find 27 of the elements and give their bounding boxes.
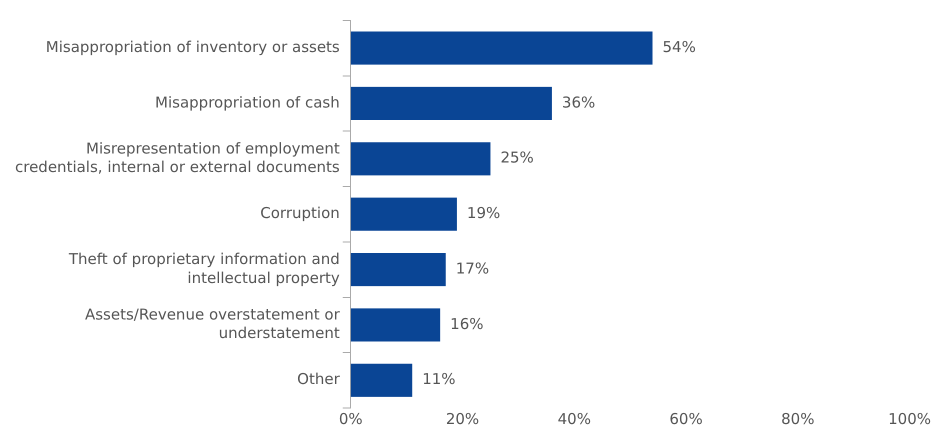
- bar: [350, 31, 653, 65]
- y-tick-label: Other: [297, 370, 341, 388]
- y-tick-label: Misappropriation of cash: [155, 93, 340, 112]
- x-tick-label: 100%: [888, 410, 932, 428]
- data-label: 36%: [562, 93, 596, 112]
- x-tick-label: 80%: [781, 410, 814, 428]
- y-tick-label: Theft of proprietary information and intellectual property: [68, 250, 340, 287]
- y-tick-label: Misappropriation of inventory or assets: [46, 38, 340, 56]
- y-tick-label: Misrepresentation of employment credentials, internal or external documents: [15, 139, 340, 176]
- y-tick-label: Corruption: [260, 204, 340, 222]
- data-label: 19%: [466, 204, 500, 222]
- data-label: 11%: [422, 370, 456, 388]
- data-label: 25%: [500, 148, 534, 167]
- data-label: 16%: [450, 314, 484, 333]
- x-tick-label: 20%: [446, 410, 480, 428]
- bar: [350, 308, 440, 342]
- y-tick-label: Assets/Revenue overstatement or understatement: [84, 305, 341, 342]
- bar: [350, 86, 552, 120]
- x-tick-label: 60%: [669, 410, 703, 428]
- bar: [350, 198, 457, 231]
- x-tick-label: 40%: [558, 410, 591, 428]
- data-label: 54%: [662, 38, 696, 56]
- bar: [350, 252, 446, 286]
- data-label: 17%: [456, 259, 490, 278]
- x-tick-label: 0%: [338, 410, 363, 428]
- bar: [350, 142, 490, 176]
- bar: [350, 364, 412, 397]
